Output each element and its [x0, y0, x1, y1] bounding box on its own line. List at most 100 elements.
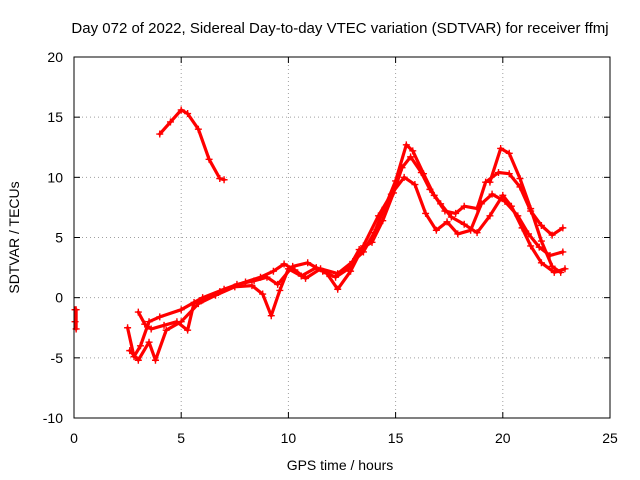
data-point — [537, 259, 545, 267]
data-point — [389, 189, 397, 197]
y-tick-label: -10 — [43, 410, 63, 426]
x-tick-label: 10 — [281, 430, 297, 446]
data-point — [432, 226, 440, 234]
data-point — [289, 262, 297, 270]
data-point — [473, 229, 481, 237]
series-line — [73, 308, 78, 331]
data-point — [411, 181, 419, 189]
data-point — [184, 110, 192, 118]
data-point — [379, 217, 387, 225]
data-point — [505, 149, 513, 157]
data-point — [302, 274, 310, 282]
data-point — [417, 169, 425, 177]
data-point — [507, 202, 515, 210]
data-point — [184, 326, 192, 334]
series-line — [488, 146, 563, 274]
data-point — [559, 224, 567, 232]
data-point — [194, 125, 202, 133]
data-point — [537, 237, 545, 245]
data-point — [134, 356, 142, 364]
data-point — [557, 268, 565, 276]
data-point — [205, 155, 213, 163]
y-tick-label: 20 — [47, 49, 63, 65]
data-point — [344, 265, 352, 273]
data-point — [216, 288, 224, 296]
y-tick-label: 0 — [55, 290, 63, 306]
data-point — [274, 280, 282, 288]
data-point — [355, 246, 363, 254]
data-point — [199, 296, 207, 304]
data-point — [548, 262, 556, 270]
data-point — [454, 230, 462, 238]
data-point — [550, 268, 558, 276]
data-point — [151, 356, 159, 364]
data-point — [488, 190, 496, 198]
data-point — [259, 290, 267, 298]
grid-lines — [74, 57, 610, 418]
data-point — [447, 213, 455, 221]
data-point — [486, 178, 494, 186]
data-point — [134, 308, 142, 316]
series-track-3 — [134, 153, 569, 334]
data-point — [216, 175, 224, 183]
data-point — [156, 130, 164, 138]
data-point — [145, 318, 153, 326]
data-point — [177, 106, 185, 114]
data-point — [160, 321, 168, 329]
data-point — [495, 169, 503, 177]
y-tick-label: 5 — [55, 230, 63, 246]
series-line — [158, 108, 226, 182]
data-point — [263, 273, 271, 281]
data-point — [166, 118, 174, 126]
data-point — [452, 209, 460, 217]
data-point — [280, 260, 288, 268]
data-point — [497, 144, 505, 152]
data-point — [505, 170, 513, 178]
data-point — [516, 175, 524, 183]
data-point — [220, 176, 228, 184]
data-point — [409, 147, 417, 155]
data-point — [426, 185, 434, 193]
data-point — [443, 218, 451, 226]
data-point — [559, 248, 567, 256]
data-point — [407, 153, 415, 161]
data-point — [537, 221, 545, 229]
data-point — [248, 282, 256, 290]
data-point — [297, 272, 305, 280]
x-axis-ticks: 0 5 10 15 20 25 — [70, 57, 618, 446]
data-point — [402, 141, 410, 149]
data-point — [486, 212, 494, 220]
series-line — [136, 155, 567, 332]
data-point — [250, 277, 258, 285]
data-series — [71, 106, 569, 364]
x-tick-label: 15 — [388, 430, 404, 446]
data-point — [162, 326, 170, 334]
series-arc-1 — [156, 106, 228, 184]
y-axis-ticks: -10 -5 0 5 10 15 20 — [43, 49, 610, 426]
x-tick-label: 5 — [177, 430, 185, 446]
data-point — [460, 220, 468, 228]
data-point — [398, 164, 406, 172]
data-point — [304, 259, 312, 267]
data-point — [190, 298, 198, 306]
data-point — [460, 202, 468, 210]
data-point — [156, 313, 164, 321]
data-point — [71, 318, 79, 326]
x-tick-label: 20 — [495, 430, 511, 446]
data-point — [374, 212, 382, 220]
y-axis-label: SDTVAR / TECUs — [6, 181, 22, 293]
data-point — [276, 286, 284, 294]
y-tick-label: 15 — [47, 109, 63, 125]
data-point — [177, 306, 185, 314]
data-point — [147, 325, 155, 333]
data-point — [527, 205, 535, 213]
data-point — [141, 320, 149, 328]
data-point — [437, 200, 445, 208]
chart-title: Day 072 of 2022, Sidereal Day-to-day VTE… — [71, 20, 608, 37]
y-tick-label: 10 — [47, 169, 63, 185]
data-point — [267, 312, 275, 320]
data-point — [499, 191, 507, 199]
data-point — [173, 318, 181, 326]
data-point — [548, 231, 556, 239]
